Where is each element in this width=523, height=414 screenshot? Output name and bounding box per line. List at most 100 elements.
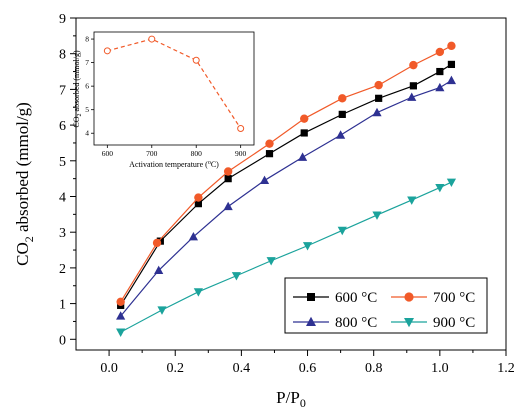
inset-plot-frame bbox=[93, 31, 255, 146]
data-point bbox=[338, 110, 346, 118]
inset-x-tick-label: 600 bbox=[102, 149, 114, 158]
inset-x-axis-title-unit: C) bbox=[211, 160, 219, 169]
x-tick-label: 1.2 bbox=[497, 361, 515, 376]
inset-x-tick-label: 700 bbox=[146, 149, 158, 158]
data-point bbox=[152, 238, 162, 248]
legend-label: 900 °C bbox=[433, 315, 475, 331]
data-point bbox=[372, 211, 382, 220]
inset-y-axis-title-rest: absorbed (mmol/g) bbox=[72, 50, 81, 113]
x-tick-label: 0.8 bbox=[365, 361, 383, 376]
main-plot-frame bbox=[75, 17, 507, 351]
data-point bbox=[372, 107, 382, 117]
data-point bbox=[265, 139, 274, 148]
y-tick-label: 7 bbox=[59, 83, 66, 98]
data-point bbox=[447, 41, 456, 51]
data-point bbox=[337, 226, 347, 236]
inset-data-point bbox=[103, 47, 111, 55]
x-axis-title-subscript: 0 bbox=[300, 396, 306, 410]
inset-x-tick-label: 900 bbox=[235, 149, 247, 158]
x-tick-label: 0.2 bbox=[166, 361, 184, 376]
data-point bbox=[338, 94, 347, 103]
y-tick-label: 0 bbox=[59, 333, 66, 348]
inset-x-axis-title-main: Activation temperature ( bbox=[129, 160, 208, 169]
y-tick-label: 4 bbox=[59, 190, 66, 205]
inset-series-line bbox=[107, 38, 242, 129]
data-point bbox=[435, 183, 445, 193]
data-point bbox=[224, 175, 232, 183]
inset-data-point bbox=[148, 35, 156, 43]
x-axis-title: P/P0 bbox=[276, 388, 306, 410]
data-point bbox=[157, 306, 167, 315]
legend-label: 700 °C bbox=[433, 290, 475, 306]
data-point bbox=[297, 152, 308, 161]
legend: 600 °C 700 °C 800 °C 900 °C bbox=[284, 277, 488, 334]
data-point bbox=[435, 82, 445, 92]
data-point bbox=[302, 242, 313, 251]
data-point bbox=[435, 47, 445, 57]
inset-y-tick-label: 5 bbox=[85, 105, 89, 114]
x-tick-label: 1.0 bbox=[431, 361, 449, 376]
data-point bbox=[223, 201, 233, 211]
inset-y-tick-label: 4 bbox=[85, 129, 89, 138]
data-point bbox=[436, 67, 444, 76]
y-axis-title-subscript: 2 bbox=[22, 236, 36, 242]
data-point bbox=[223, 167, 233, 176]
y-tick-label: 6 bbox=[59, 119, 66, 134]
data-point bbox=[407, 92, 417, 101]
y-axis-title-rest: absorbed (mmol/g) bbox=[13, 102, 32, 236]
x-tick-label: 0.6 bbox=[299, 361, 317, 376]
legend-label: 800 °C bbox=[335, 315, 377, 331]
data-point bbox=[188, 232, 199, 241]
data-point bbox=[194, 193, 203, 202]
data-point bbox=[194, 200, 202, 208]
data-point bbox=[409, 82, 417, 90]
y-axis-title-co: CO bbox=[13, 242, 32, 266]
inset-x-axis-title: Activation temperature (oC) bbox=[129, 160, 219, 169]
data-point bbox=[447, 60, 456, 69]
data-point bbox=[116, 328, 126, 337]
data-point bbox=[193, 288, 203, 297]
inset-y-axis-title-co: CO bbox=[72, 116, 81, 127]
legend-marker bbox=[307, 293, 315, 301]
inset-data-point bbox=[192, 56, 200, 64]
data-point bbox=[407, 196, 417, 205]
data-point bbox=[154, 265, 164, 274]
y-tick-label: 2 bbox=[59, 262, 66, 277]
x-tick-label: 0.4 bbox=[233, 361, 251, 376]
inset-x-tick-label: 800 bbox=[191, 149, 203, 158]
data-point bbox=[266, 257, 276, 266]
data-point bbox=[116, 311, 126, 320]
data-point bbox=[336, 130, 346, 139]
y-tick-label: 5 bbox=[59, 155, 66, 170]
data-point bbox=[300, 129, 308, 137]
x-axis-title-main: P/P bbox=[276, 388, 300, 407]
inset-y-tick-label: 8 bbox=[85, 35, 89, 44]
legend-box bbox=[284, 277, 488, 334]
data-point bbox=[374, 80, 383, 90]
inset-data-point bbox=[237, 125, 245, 133]
x-tick-label: 0.0 bbox=[100, 361, 118, 376]
data-point bbox=[446, 178, 457, 188]
y-tick-label: 3 bbox=[59, 226, 66, 241]
legend-marker bbox=[404, 318, 414, 328]
y-tick-label: 9 bbox=[59, 12, 66, 27]
legend-marker bbox=[306, 316, 316, 326]
inset-x-axis-title-degree: o bbox=[208, 160, 211, 166]
data-point bbox=[231, 272, 242, 281]
data-point bbox=[259, 175, 270, 185]
y-tick-label: 1 bbox=[59, 298, 66, 313]
data-point bbox=[409, 60, 418, 70]
data-point bbox=[265, 150, 274, 158]
legend-label: 600 °C bbox=[335, 290, 377, 306]
data-point bbox=[446, 75, 457, 85]
legend-marker bbox=[404, 292, 414, 302]
inset-y-tick-label: 7 bbox=[85, 58, 89, 67]
inset-y-axis-title: CO2 absorbed (mmol/g) bbox=[72, 50, 83, 128]
y-axis-title: CO2 absorbed (mmol/g) bbox=[13, 102, 36, 266]
inset-y-tick-label: 6 bbox=[85, 82, 89, 91]
data-point bbox=[375, 94, 383, 102]
data-point bbox=[300, 114, 309, 123]
data-point bbox=[116, 297, 125, 307]
inset-y-axis-title-subscript: 2 bbox=[77, 113, 83, 116]
